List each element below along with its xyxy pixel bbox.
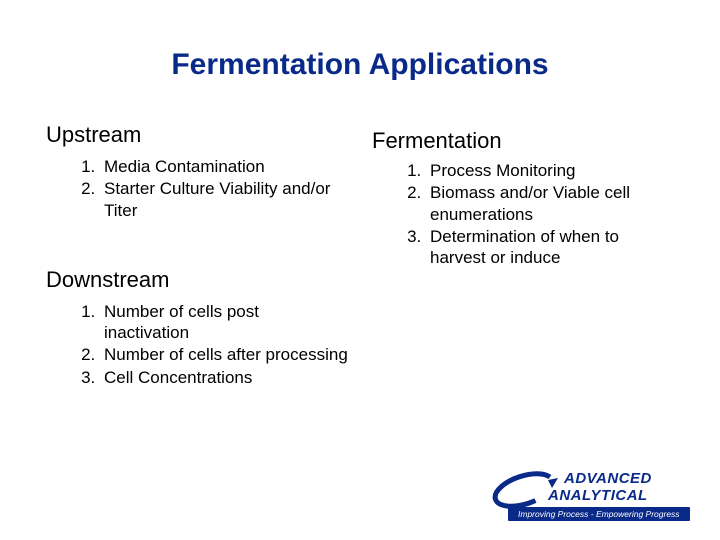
fermentation-list: Process Monitoring Biomass and/or Viable… xyxy=(372,160,674,268)
downstream-heading: Downstream xyxy=(46,267,348,293)
list-item: Media Contamination xyxy=(100,156,348,177)
page-title: Fermentation Applications xyxy=(46,48,674,82)
logo-text-top: ADVANCED xyxy=(564,470,652,487)
list-item: Cell Concentrations xyxy=(100,367,348,388)
list-item: Number of cells post inactivation xyxy=(100,301,348,344)
downstream-list: Number of cells post inactivation Number… xyxy=(46,301,348,388)
left-column: Upstream Media Contamination Starter Cul… xyxy=(46,122,348,389)
fermentation-heading: Fermentation xyxy=(372,128,674,154)
logo-tagline: Improving Process - Empowering Progress xyxy=(508,507,690,521)
slide: Fermentation Applications Upstream Media… xyxy=(0,0,720,540)
list-item: Biomass and/or Viable cell enumerations xyxy=(426,182,674,225)
upstream-section: Upstream Media Contamination Starter Cul… xyxy=(46,122,348,221)
downstream-section: Downstream Number of cells post inactiva… xyxy=(46,267,348,388)
list-item: Number of cells after processing xyxy=(100,344,348,365)
upstream-heading: Upstream xyxy=(46,122,348,148)
logo-text-mid: ANALYTICAL xyxy=(548,487,648,504)
upstream-list: Media Contamination Starter Culture Viab… xyxy=(46,156,348,221)
right-column: Fermentation Process Monitoring Biomass … xyxy=(372,122,674,389)
content-columns: Upstream Media Contamination Starter Cul… xyxy=(46,122,674,389)
company-logo: ADVANCED ANALYTICAL Improving Process - … xyxy=(488,468,698,526)
list-item: Process Monitoring xyxy=(426,160,674,181)
fermentation-section: Fermentation Process Monitoring Biomass … xyxy=(372,128,674,268)
list-item: Starter Culture Viability and/or Titer xyxy=(100,178,348,221)
list-item: Determination of when to harvest or indu… xyxy=(426,226,674,269)
